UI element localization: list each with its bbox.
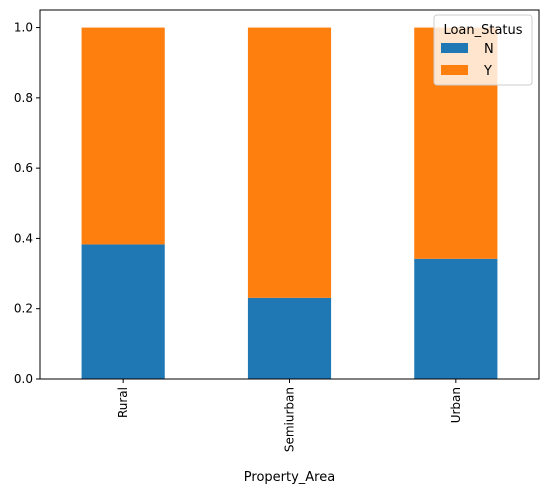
y-tick-label: 0.8 xyxy=(14,91,33,105)
bar-y-rural xyxy=(81,27,165,245)
y-tick-label: 0.2 xyxy=(14,302,33,316)
bar-n-semiurban xyxy=(247,297,332,379)
x-axis: Rural Semiurban Urban xyxy=(116,379,463,452)
y-tick-label: 1.0 xyxy=(14,21,33,35)
legend: Loan_Status NY xyxy=(433,14,533,86)
legend-swatch-n xyxy=(441,43,468,53)
x-axis-label: Property_Area xyxy=(244,470,335,485)
y-tick-label: 0.0 xyxy=(14,372,33,386)
x-tick-label: Urban xyxy=(449,387,463,423)
bar-n-rural xyxy=(81,244,165,379)
legend-label-n: N xyxy=(484,42,494,57)
y-tick-label: 0.6 xyxy=(14,161,33,175)
y-axis: 0.0 0.2 0.4 0.6 0.8 1.0 xyxy=(14,21,40,386)
legend-items: NY xyxy=(441,42,494,79)
y-tick-label: 0.4 xyxy=(14,231,33,245)
bar-y-semiurban xyxy=(247,27,332,298)
x-tick-label: Rural xyxy=(116,387,130,418)
bar-n-urban xyxy=(414,258,498,379)
legend-title: Loan_Status xyxy=(443,23,522,38)
x-tick-label: Semiurban xyxy=(283,387,297,452)
bars-layer xyxy=(81,27,498,379)
legend-swatch-y xyxy=(441,65,468,75)
legend-label-y: Y xyxy=(483,64,492,79)
